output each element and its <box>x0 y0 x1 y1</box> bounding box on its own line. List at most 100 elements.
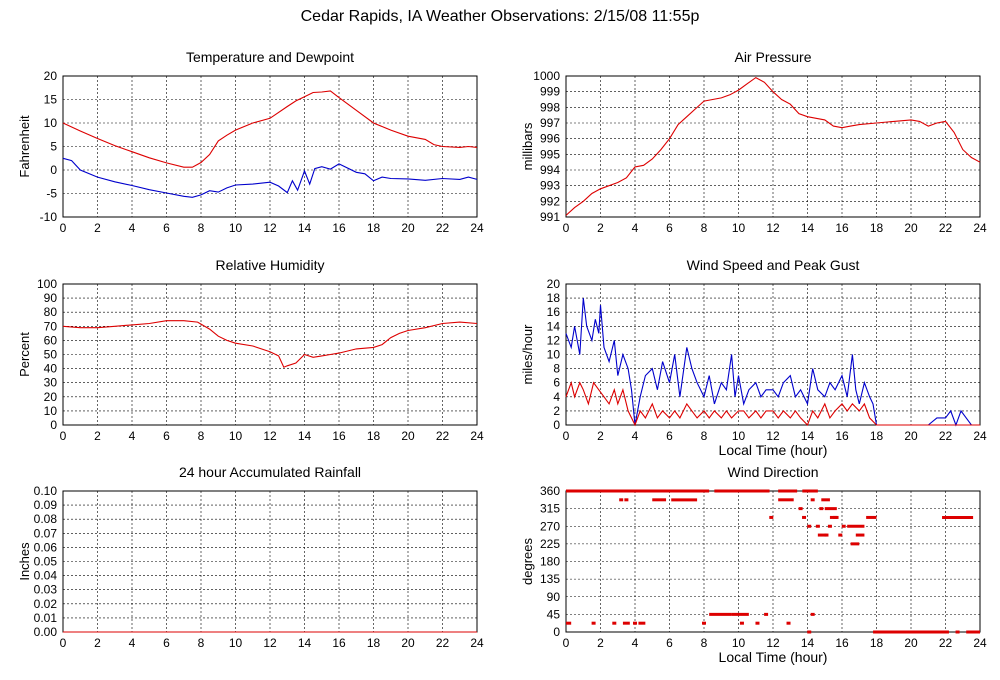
x-tick-label: 12 <box>263 636 277 650</box>
direction-point <box>833 515 838 519</box>
direction-point <box>769 515 774 519</box>
direction-point <box>612 621 617 625</box>
y-axis-label: degrees <box>520 538 535 585</box>
x-tick-label: 0 <box>563 636 570 650</box>
y-tick-label: 180 <box>540 555 560 569</box>
x-tick-label: 10 <box>732 221 746 235</box>
y-tick-label: 5 <box>50 140 57 154</box>
x-tick-label: 0 <box>60 636 67 650</box>
x-tick-label: 20 <box>401 429 415 443</box>
y-tick-label: 40 <box>44 362 58 376</box>
y-tick-label: 0 <box>553 418 560 432</box>
y-tick-label: 0.02 <box>34 597 58 611</box>
direction-point <box>810 612 815 616</box>
x-tick-label: 4 <box>129 636 136 650</box>
y-tick-label: 70 <box>44 319 58 333</box>
y-tick-label: -10 <box>40 210 58 224</box>
direction-point <box>786 621 791 625</box>
x-tick-label: 8 <box>701 636 708 650</box>
x-tick-label: 10 <box>229 429 243 443</box>
x-tick-label: 16 <box>835 429 849 443</box>
series-line-red <box>62 320 478 368</box>
y-tick-label: 80 <box>44 305 58 319</box>
y-tick-label: 0.04 <box>34 569 58 583</box>
y-tick-label: 0 <box>50 163 57 177</box>
direction-point <box>841 524 846 528</box>
direction-point <box>619 498 624 502</box>
x-tick-label: 16 <box>332 221 346 235</box>
chart-title: Air Pressure <box>734 49 811 65</box>
x-tick-label: 14 <box>298 636 312 650</box>
direction-point <box>807 630 812 634</box>
x-tick-label: 4 <box>632 221 639 235</box>
x-tick-label: 14 <box>801 636 815 650</box>
y-tick-label: 90 <box>547 590 561 604</box>
y-tick-label: 0.06 <box>34 540 58 554</box>
x-tick-label: 16 <box>835 221 849 235</box>
y-axis-label: millibars <box>520 122 535 170</box>
y-tick-label: 18 <box>547 291 561 305</box>
y-tick-label: 4 <box>553 390 560 404</box>
y-tick-label: 991 <box>540 210 560 224</box>
chart-title: Wind Speed and Peak Gust <box>687 257 860 273</box>
x-tick-label: 24 <box>470 636 484 650</box>
x-tick-label: 2 <box>94 221 101 235</box>
direction-point <box>633 621 637 625</box>
y-tick-label: 135 <box>540 572 560 586</box>
y-tick-label: 90 <box>44 291 58 305</box>
y-tick-label: 15 <box>44 93 58 107</box>
y-axis-label: Fahrenheit <box>17 115 32 178</box>
x-tick-label: 2 <box>597 636 604 650</box>
x-tick-label: 8 <box>198 221 205 235</box>
y-tick-label: 0.07 <box>34 526 58 540</box>
direction-point <box>624 498 629 502</box>
x-tick-label: 6 <box>163 429 170 443</box>
y-axis-label: Inches <box>17 542 32 581</box>
y-tick-label: 997 <box>540 116 560 130</box>
y-tick-label: 100 <box>37 277 57 291</box>
x-tick-label: 0 <box>60 221 67 235</box>
x-tick-label: 24 <box>973 221 987 235</box>
series-line-blue <box>565 298 980 427</box>
y-axis-label: miles/hour <box>520 324 535 385</box>
x-tick-label: 18 <box>367 429 381 443</box>
direction-point <box>815 524 820 528</box>
y-tick-label: 315 <box>540 502 560 516</box>
x-tick-label: 6 <box>666 221 673 235</box>
x-tick-label: 14 <box>298 429 312 443</box>
x-tick-label: 18 <box>367 636 381 650</box>
y-tick-label: 0.09 <box>34 498 58 512</box>
y-tick-label: 45 <box>547 607 561 621</box>
x-tick-label: 8 <box>198 636 205 650</box>
x-tick-label: 20 <box>401 221 415 235</box>
y-tick-label: 0.01 <box>34 611 58 625</box>
y-tick-label: 30 <box>44 376 58 390</box>
x-tick-label: 4 <box>632 429 639 443</box>
x-tick-label: 18 <box>870 636 884 650</box>
x-tick-label: 20 <box>904 221 918 235</box>
y-tick-label: 20 <box>44 69 58 83</box>
y-tick-label: 60 <box>44 333 58 347</box>
x-tick-label: 12 <box>263 429 277 443</box>
page-title: Cedar Rapids, IA Weather Observations: 2… <box>300 8 700 25</box>
y-tick-label: 0.03 <box>34 583 58 597</box>
y-tick-label: 14 <box>547 319 561 333</box>
x-tick-label: 2 <box>94 429 101 443</box>
x-tick-label: 18 <box>870 429 884 443</box>
x-tick-label: 10 <box>229 221 243 235</box>
x-tick-label: 8 <box>701 221 708 235</box>
x-tick-label: 20 <box>401 636 415 650</box>
x-tick-label: 16 <box>332 636 346 650</box>
x-tick-label: 4 <box>632 636 639 650</box>
series-line-red <box>565 76 981 216</box>
y-tick-label: 1000 <box>533 69 560 83</box>
y-tick-label: 0.00 <box>34 625 58 639</box>
y-tick-label: 12 <box>547 333 561 347</box>
direction-point <box>755 621 760 625</box>
x-tick-label: 0 <box>563 221 570 235</box>
